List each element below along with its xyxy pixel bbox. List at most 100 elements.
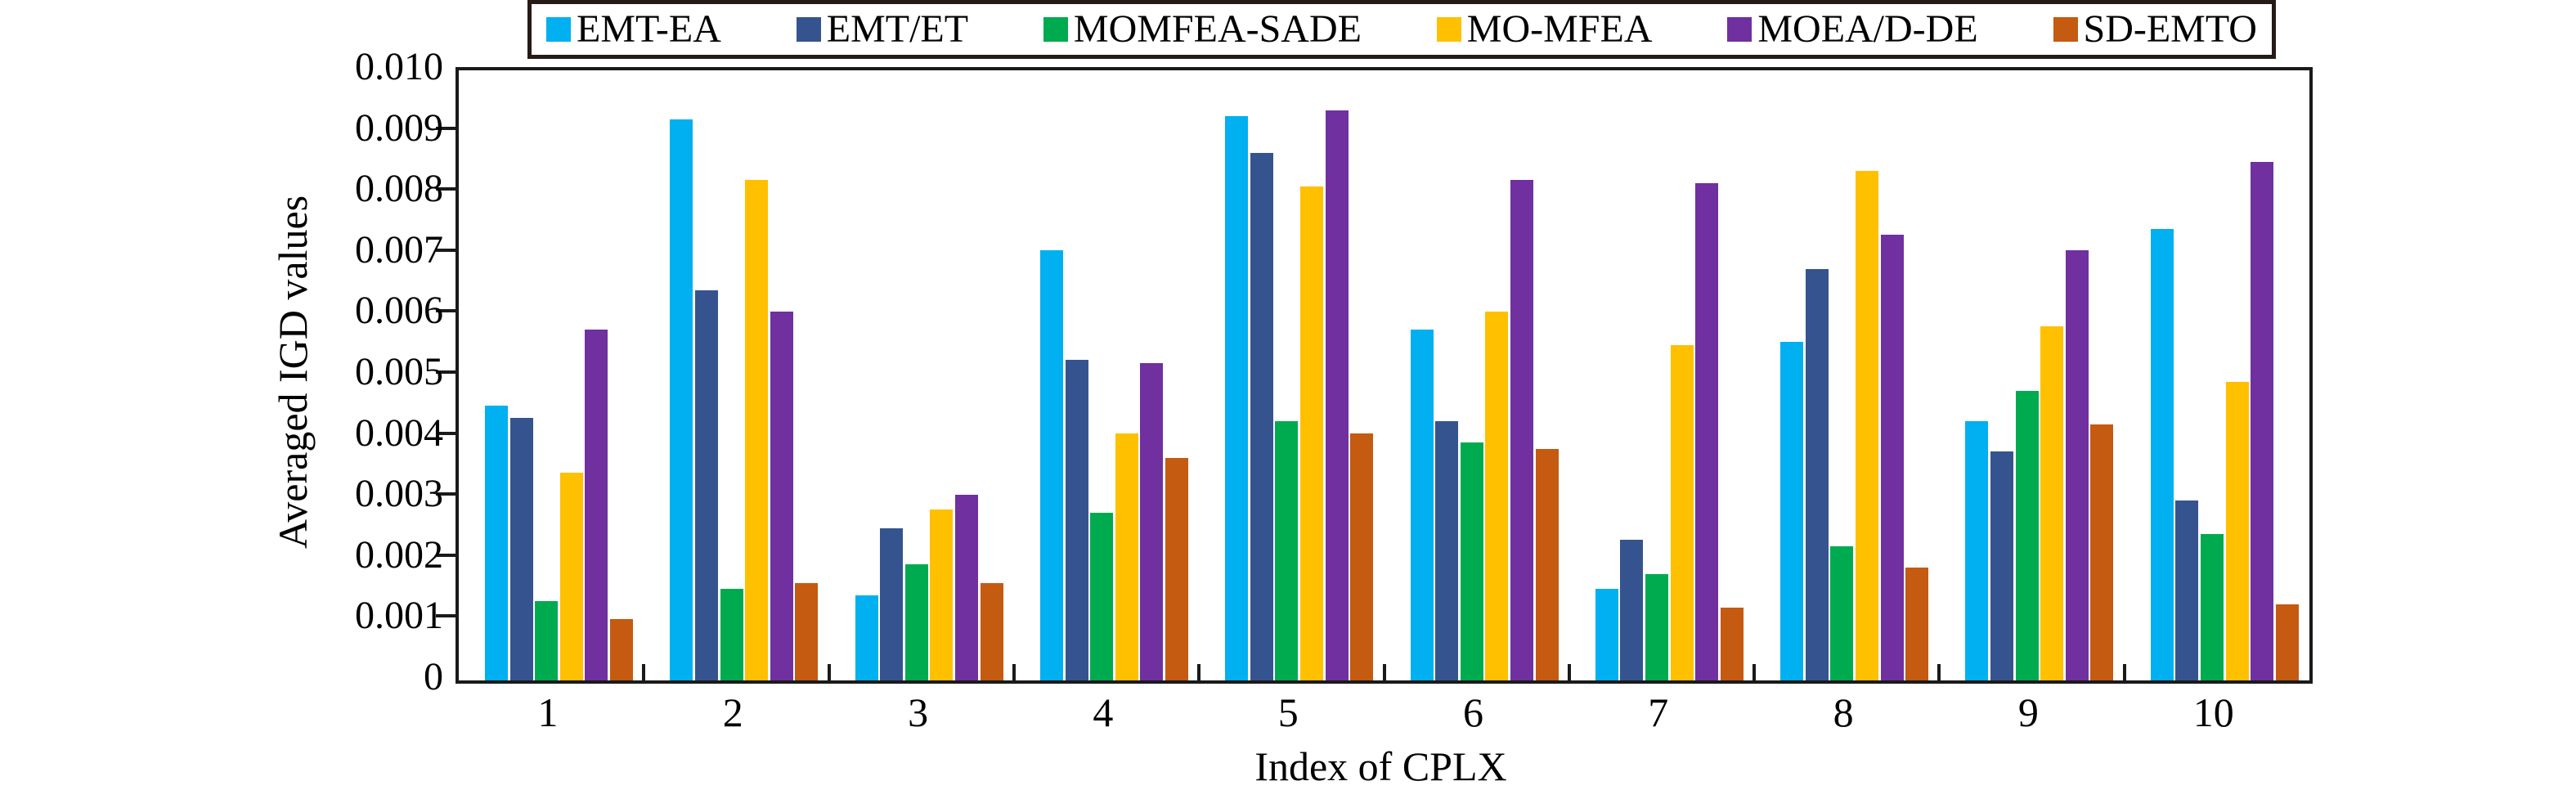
bar-emt-ea-7 <box>1595 589 1618 680</box>
legend-swatch-emt-et <box>796 17 821 42</box>
bar-sd-emto-7 <box>1720 607 1744 680</box>
bar-momfea-sade-5 <box>1275 420 1299 680</box>
bar-moea-d-de-1 <box>585 330 608 680</box>
y-axis-tick <box>436 492 456 496</box>
y-tick-label-0.004: 0.004 <box>355 411 443 455</box>
bar-emt-et-1 <box>509 418 533 680</box>
x-tick-label-9: 9 <box>2017 689 2039 735</box>
bar-moea-d-de-3 <box>955 494 978 680</box>
legend-swatch-emt-ea <box>546 17 571 42</box>
bar-emt-ea-1 <box>485 406 508 680</box>
legend: EMT-EA EMT/ET MOMFEA-SADE MO-MFEA MOEA/D-DE S… <box>527 0 2276 59</box>
bar-sd-emto-9 <box>2090 424 2114 680</box>
x-axis-tick <box>1752 664 1757 680</box>
legend-item-moea-d-de: MOEA/D-DE <box>1727 7 1978 51</box>
bar-emt-et-6 <box>1435 420 1459 680</box>
bar-sd-emto-1 <box>610 619 633 680</box>
bar-moea-d-de-10 <box>2251 161 2274 680</box>
x-tick-label-4: 4 <box>1093 689 1114 735</box>
bar-emt-et-5 <box>1250 152 1273 680</box>
bar-momfea-sade-4 <box>1090 512 1114 680</box>
legend-label: MOMFEA-SADE <box>1073 7 1362 51</box>
x-tick-label-10: 10 <box>2192 689 2234 735</box>
y-tick-label-0.001: 0.001 <box>355 594 443 638</box>
bar-sd-emto-8 <box>1905 568 1929 680</box>
bar-mo-mfea-2 <box>745 180 769 680</box>
x-tick-label-2: 2 <box>722 689 743 735</box>
legend-swatch-momfea-sade <box>1043 17 1068 42</box>
x-tick-label-3: 3 <box>908 689 929 735</box>
bar-moea-d-de-2 <box>770 311 793 680</box>
x-tick-label-1: 1 <box>537 689 559 735</box>
bar-moea-d-de-5 <box>1325 110 1349 680</box>
bar-sd-emto-10 <box>2275 604 2299 680</box>
bar-momfea-sade-7 <box>1645 573 1668 680</box>
bar-moea-d-de-6 <box>1510 180 1533 680</box>
bar-emt-ea-10 <box>2150 229 2174 680</box>
bar-mo-mfea-5 <box>1300 186 1323 680</box>
legend-label: MO-MFEA <box>1466 7 1653 51</box>
bar-emt-et-9 <box>1990 451 2013 680</box>
x-axis-tick <box>642 664 646 680</box>
y-tick-label-0.009: 0.009 <box>355 105 443 150</box>
y-axis-tick <box>436 126 456 130</box>
bar-mo-mfea-3 <box>930 509 954 680</box>
bar-emt-ea-8 <box>1780 342 1804 680</box>
x-tick-label-6: 6 <box>1463 689 1483 735</box>
bar-sd-emto-2 <box>795 582 819 680</box>
bar-emt-ea-4 <box>1039 250 1063 680</box>
y-axis-tick <box>436 614 456 618</box>
y-tick-label-0: 0 <box>424 655 443 698</box>
legend-label: EMT-EA <box>577 7 721 51</box>
legend-swatch-sd-emto <box>2053 17 2078 42</box>
bar-mo-mfea-1 <box>559 473 583 680</box>
bar-moea-d-de-4 <box>1140 363 1164 680</box>
legend-item-emt-et: EMT/ET <box>796 10 968 49</box>
x-axis-tick <box>1567 664 1571 680</box>
legend-item-mo-mfea: MO-MFEA <box>1436 7 1653 51</box>
x-tick-label-5: 5 <box>1277 689 1299 735</box>
x-axis-tick <box>1382 664 1386 680</box>
y-axis-tick <box>436 187 456 191</box>
bar-sd-emto-6 <box>1535 448 1559 680</box>
bar-emt-et-3 <box>880 527 904 680</box>
y-tick-label-0.005: 0.005 <box>355 350 443 393</box>
bar-momfea-sade-10 <box>2200 534 2224 680</box>
x-tick-label-8: 8 <box>1833 689 1854 735</box>
y-tick-label-0.008: 0.008 <box>355 167 443 211</box>
x-axis-tick <box>827 664 831 680</box>
bar-sd-emto-4 <box>1165 457 1188 680</box>
x-axis-tick <box>1937 664 1941 680</box>
legend-swatch-moea-d-de <box>1727 17 1752 42</box>
bar-emt-et-7 <box>1620 540 1644 680</box>
bar-momfea-sade-2 <box>720 589 743 680</box>
y-tick-label-0.002: 0.002 <box>355 532 443 577</box>
x-axis-label: Index of CPLX <box>1254 743 1507 789</box>
y-tick-label-0.003: 0.003 <box>355 472 443 516</box>
legend-label: SD-EMTO <box>2083 7 2257 51</box>
bar-momfea-sade-3 <box>904 564 928 680</box>
x-tick-label-7: 7 <box>1648 689 1669 735</box>
bar-emt-ea-2 <box>670 119 693 680</box>
legend-label: MOEA/D-DE <box>1757 7 1978 51</box>
legend-item-sd-emto: SD-EMTO <box>2053 10 2257 49</box>
y-tick-label-0.010: 0.010 <box>355 45 443 88</box>
bar-emt-ea-9 <box>1965 420 1989 680</box>
bar-moea-d-de-9 <box>2065 250 2089 680</box>
bar-moea-d-de-8 <box>1880 235 1904 680</box>
bar-sd-emto-3 <box>980 582 1003 680</box>
bar-mo-mfea-8 <box>1855 171 1878 680</box>
y-axis-tick <box>436 309 456 313</box>
bar-momfea-sade-1 <box>535 601 559 680</box>
bar-emt-ea-5 <box>1225 116 1249 680</box>
bar-emt-et-8 <box>1805 268 1829 680</box>
legend-item-emt-ea: EMT-EA <box>546 10 721 49</box>
bar-momfea-sade-9 <box>2015 390 2039 680</box>
bar-emt-et-2 <box>694 290 718 680</box>
y-axis-tick <box>436 431 456 435</box>
bar-emt-et-10 <box>2175 500 2199 680</box>
legend-swatch-mo-mfea <box>1436 17 1461 42</box>
x-axis-tick <box>1012 664 1016 680</box>
bar-sd-emto-5 <box>1350 433 1374 680</box>
